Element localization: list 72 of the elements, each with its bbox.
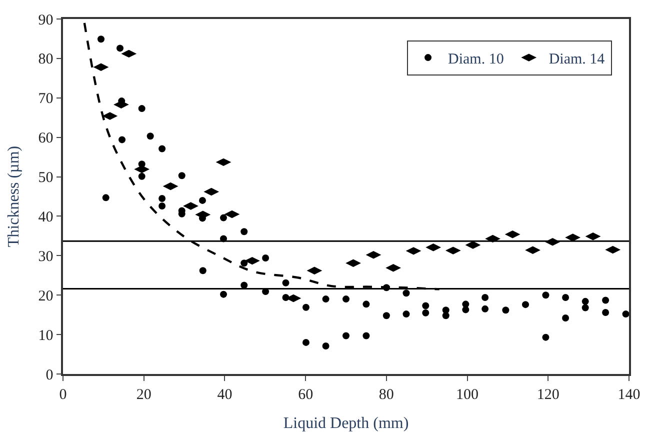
point [158, 145, 166, 152]
point [482, 305, 489, 312]
y-tick-label: 70 [38, 91, 54, 108]
point [562, 294, 570, 301]
point [240, 260, 248, 267]
point [116, 44, 124, 52]
point [542, 292, 550, 299]
point [562, 314, 570, 322]
point [582, 298, 589, 305]
legend-label: Diam. 14 [548, 51, 606, 68]
point [502, 306, 510, 314]
point [220, 214, 227, 222]
x-tick-label: 100 [456, 386, 479, 403]
point [158, 202, 166, 210]
point [322, 342, 330, 350]
point [302, 338, 310, 346]
point [362, 332, 370, 340]
x-tick-label: 140 [618, 386, 640, 403]
point [240, 228, 248, 236]
x-tick-label: 80 [378, 386, 394, 403]
legend-label: Diam. 10 [448, 51, 504, 68]
point [262, 254, 270, 262]
point [522, 301, 529, 308]
x-tick-label: 60 [298, 386, 314, 403]
point [402, 310, 410, 318]
point [199, 267, 206, 274]
x-tick-label: 20 [136, 386, 152, 403]
x-tick-label: 0 [59, 386, 67, 403]
y-tick-label: 10 [38, 328, 54, 344]
point [138, 172, 146, 180]
point [542, 334, 550, 341]
point [322, 296, 330, 303]
point [602, 296, 610, 304]
point [178, 172, 186, 180]
point [240, 282, 248, 289]
point [302, 304, 310, 311]
point [462, 306, 470, 314]
y-tick-label: 40 [38, 209, 54, 226]
point [422, 309, 430, 316]
y-tick-label: 30 [38, 248, 54, 265]
point [582, 304, 589, 312]
y-axis-title: Thickness (µm) [6, 146, 23, 248]
point [98, 36, 104, 43]
point [482, 294, 489, 301]
y-tick-label: 80 [38, 52, 54, 68]
x-tick-label: 120 [536, 386, 560, 403]
y-tick-label: 20 [38, 288, 54, 304]
point [382, 284, 390, 292]
point [138, 105, 146, 112]
y-tick-label: 60 [38, 130, 54, 147]
point [158, 194, 166, 202]
point [402, 290, 410, 297]
point [342, 332, 350, 340]
point [282, 279, 290, 286]
point [198, 196, 206, 204]
point [220, 235, 227, 242]
point [422, 302, 430, 310]
point [118, 136, 126, 144]
point [382, 312, 390, 320]
point [342, 296, 350, 303]
y-tick-label: 90 [38, 12, 54, 28]
point [146, 132, 154, 140]
point [220, 290, 227, 298]
point [362, 300, 370, 308]
point [102, 194, 110, 202]
y-tick-label: 50 [38, 170, 54, 186]
point [602, 308, 610, 316]
x-axis-title: Liquid Depth (mm) [283, 414, 409, 432]
x-tick-label: 40 [217, 386, 232, 403]
point [622, 310, 629, 318]
point [442, 312, 450, 320]
y-tick-label: 0 [46, 367, 54, 384]
